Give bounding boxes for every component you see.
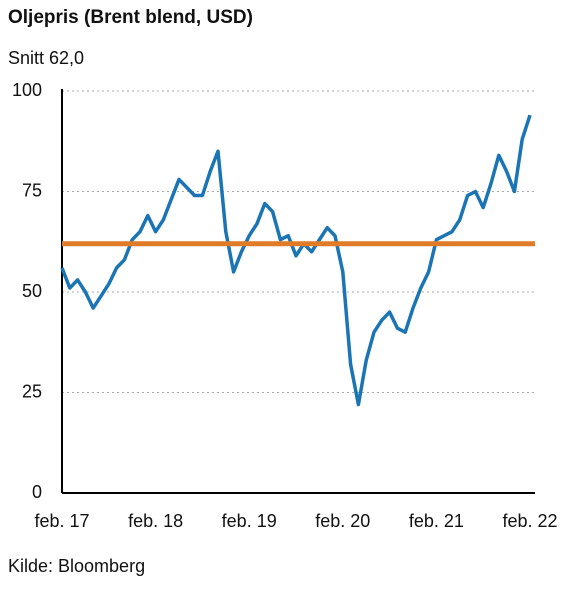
x-tick-label: feb. 22 [502,511,557,531]
x-tick-label: feb. 21 [409,511,464,531]
x-tick-label: feb. 17 [34,511,89,531]
x-tick-label: feb. 18 [128,511,183,531]
y-tick-label: 75 [22,180,42,200]
x-tick-label: feb. 19 [222,511,277,531]
price-line [60,114,532,407]
y-tick-label: 100 [12,80,42,100]
y-tick-label: 25 [22,381,42,401]
x-tick-label: feb. 20 [315,511,370,531]
chart-title: Oljepris (Brent blend, USD) [8,7,253,28]
y-tick-label: 0 [32,482,42,502]
source: Kilde: Bloomberg [8,556,145,576]
chart-subtitle: Snitt 62,0 [8,48,84,68]
y-tick-label: 50 [22,281,42,301]
